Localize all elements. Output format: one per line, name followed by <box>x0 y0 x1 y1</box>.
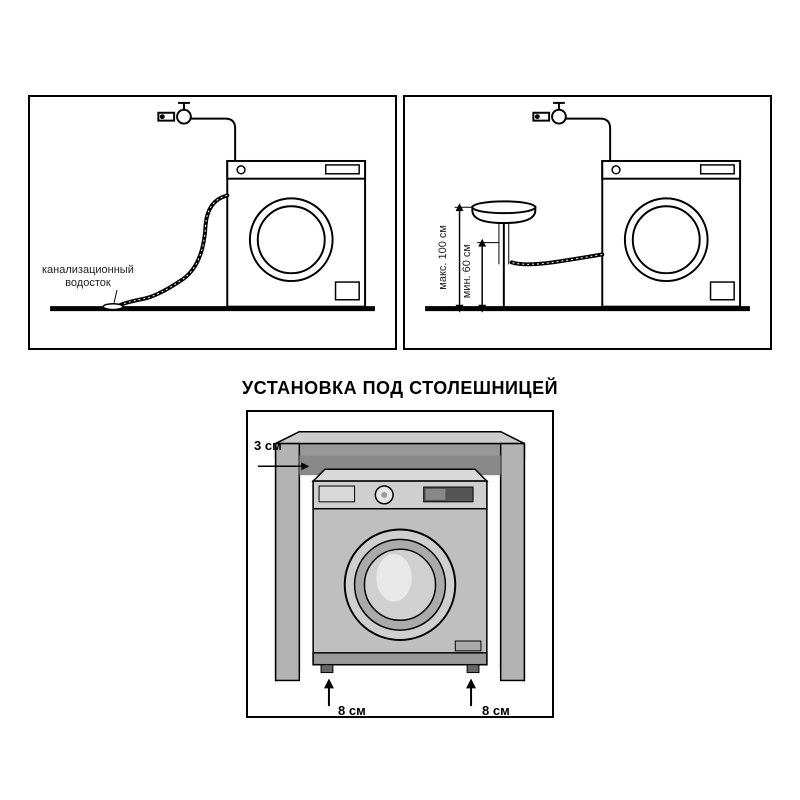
panel-drain-to-floor: канализационный водосток <box>28 95 397 350</box>
panel-under-counter: 3 см 8 см 8 см <box>246 410 554 718</box>
drain-label: канализационный водосток <box>42 264 134 290</box>
diagram-2-svg <box>405 97 770 348</box>
right-gap-label: 8 см <box>482 703 510 718</box>
under-counter-title: УСТАНОВКА ПОД СТОЛЕШНИЦЕЙ <box>0 378 800 399</box>
top-gap-label: 3 см <box>254 438 282 453</box>
drain-label-line1: канализационный <box>42 264 134 276</box>
diagram-1-svg <box>30 97 395 348</box>
drain-label-line2: водосток <box>65 277 110 289</box>
left-gap-label: 8 см <box>338 703 366 718</box>
max-height-label: макс. 100 см <box>437 225 449 290</box>
diagram-3-svg <box>248 412 552 716</box>
min-height-label: мин. 60 см <box>461 244 473 298</box>
panel-drain-to-sink: макс. 100 см мин. 60 см <box>403 95 772 350</box>
